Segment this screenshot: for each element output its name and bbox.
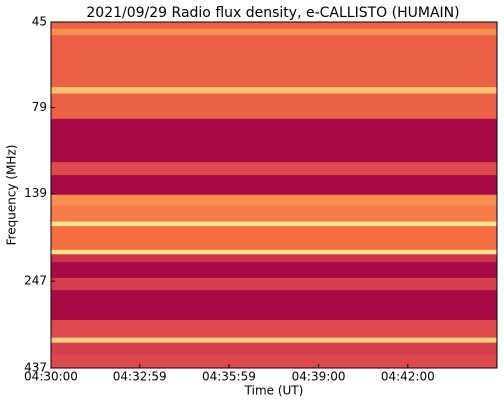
spectrogram-band (51, 93, 497, 120)
spectrogram-band (51, 118, 497, 163)
chart-title: 2021/09/29 Radio flux density, e-CALLIST… (86, 5, 459, 21)
spectrogram-band (51, 278, 497, 291)
y-tick-label: 247 (24, 274, 47, 288)
spectrogram-band (51, 354, 497, 369)
y-axis-label: Frequency (MHz) (5, 145, 19, 246)
x-tick-label: 04:30:00 (24, 370, 78, 384)
spectrogram-band (51, 87, 497, 95)
x-tick-label: 04:32:59 (113, 370, 167, 384)
spectrogram-band (51, 249, 497, 255)
spectrogram-band (51, 342, 497, 356)
spectrogram-band (51, 194, 497, 206)
x-tick-label: 04:42:00 (381, 370, 435, 384)
spectrogram-band (51, 337, 497, 344)
spectrogram-band (51, 162, 497, 176)
spectrogram-band (51, 28, 497, 36)
y-tick-label: 79 (32, 100, 47, 114)
spectrogram-band (51, 175, 497, 196)
y-tick-label: 139 (24, 186, 47, 200)
x-tick-label: 04:35:59 (202, 370, 256, 384)
plot-frame (50, 21, 498, 369)
y-tick-label: 437 (24, 361, 47, 375)
spectrogram-band (51, 254, 497, 263)
spectrogram-band (51, 221, 497, 227)
spectrogram-band (51, 290, 497, 321)
spectrogram-band (51, 262, 497, 279)
spectrogram-band (51, 34, 497, 88)
x-axis-label: Time (UT) (244, 384, 304, 398)
spectrogram-band (51, 226, 497, 251)
x-tick-label: 04:39:00 (292, 370, 346, 384)
spectrogram-band (51, 22, 497, 30)
spectrogram-band (51, 320, 497, 339)
y-tick-label: 45 (32, 15, 47, 29)
spectrogram-band (51, 205, 497, 223)
